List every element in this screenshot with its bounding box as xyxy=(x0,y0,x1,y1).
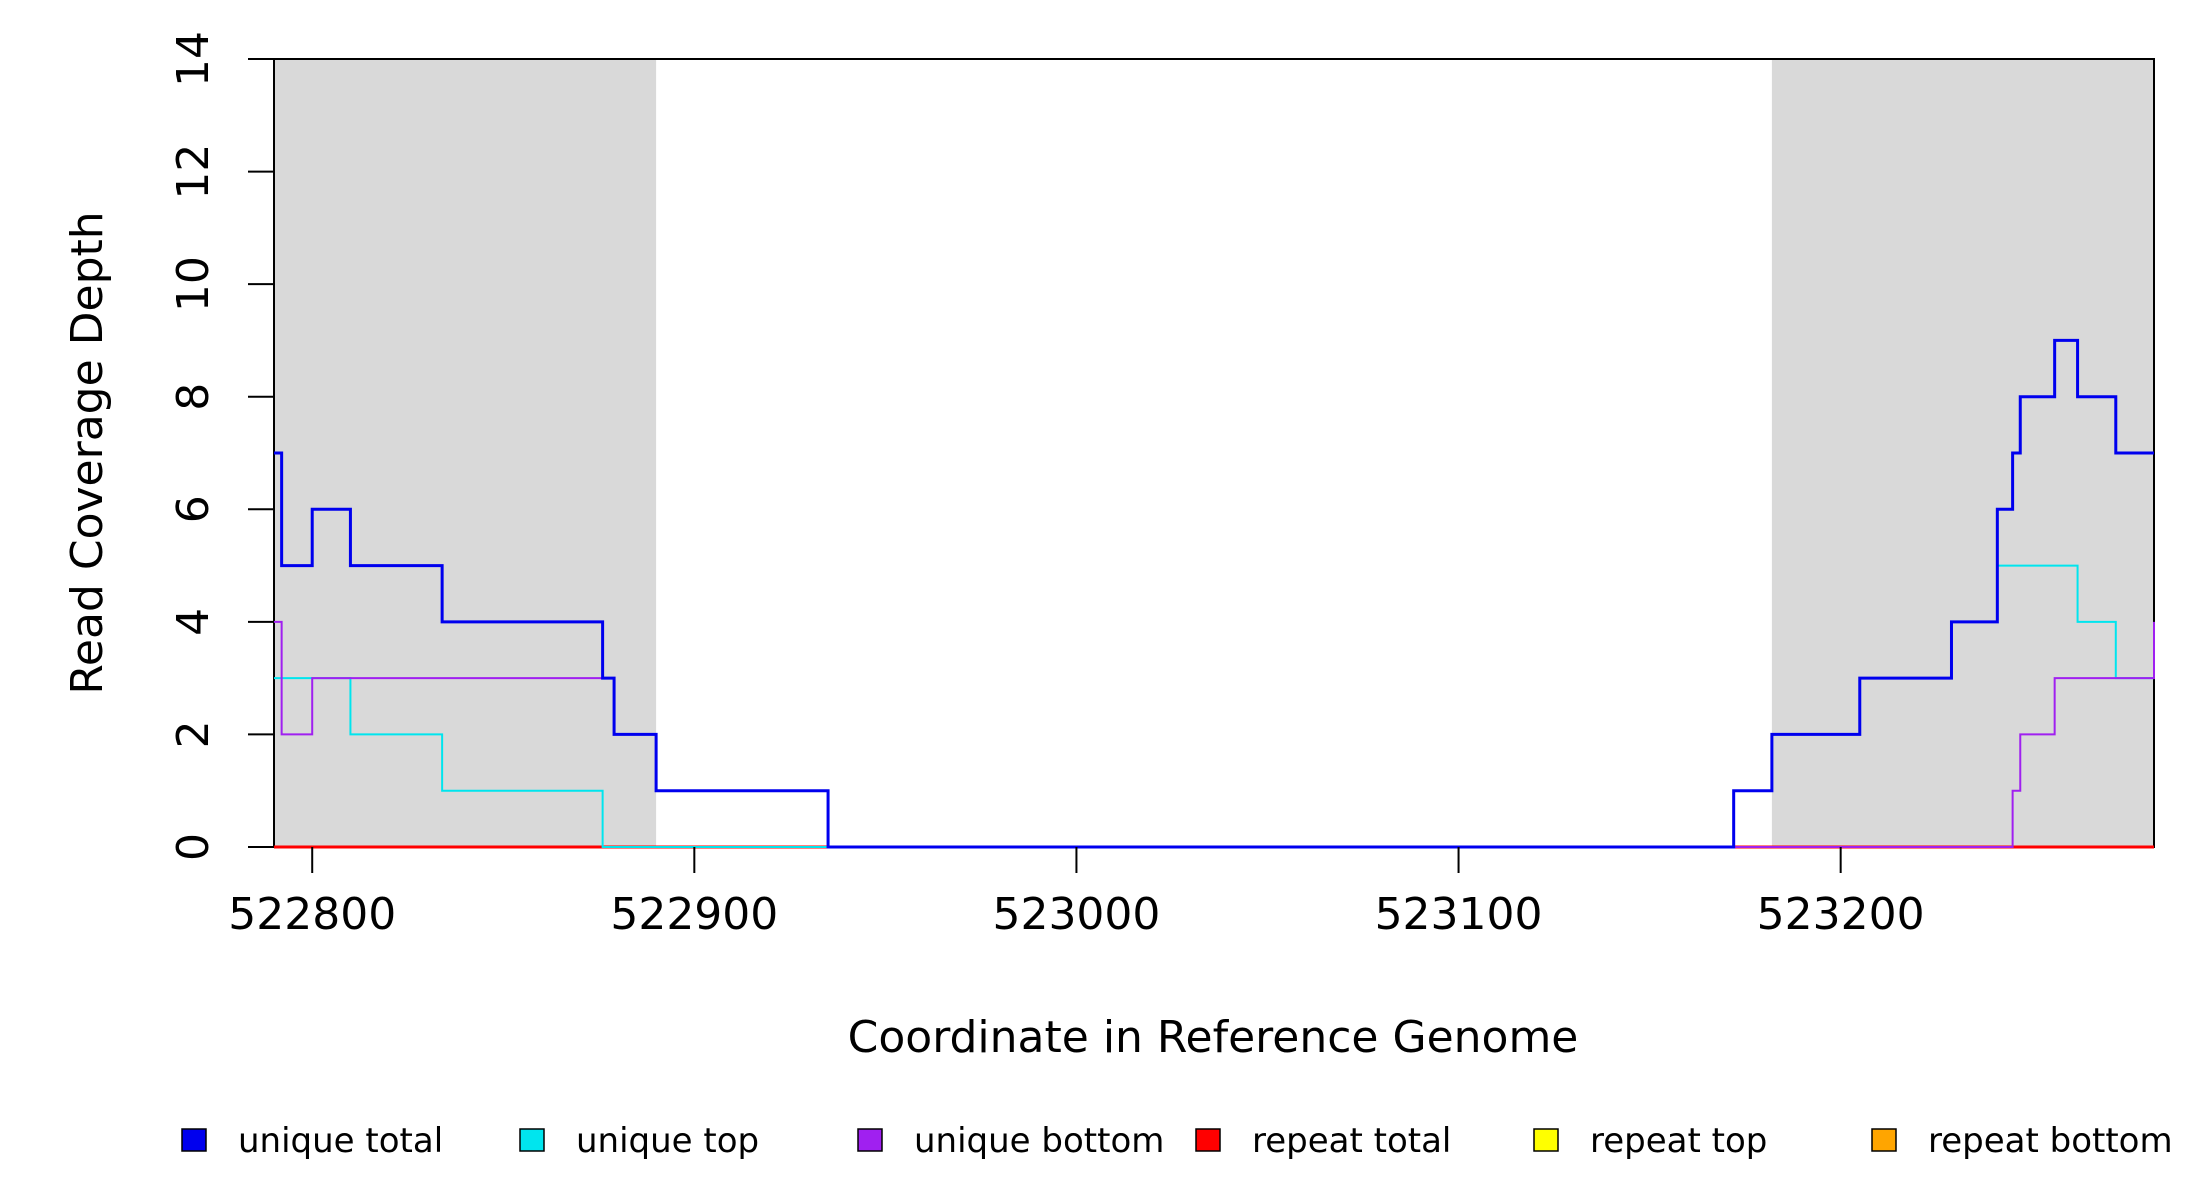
legend-swatch-repeat-top xyxy=(1533,1128,1559,1152)
shaded-regions xyxy=(274,59,2154,847)
legend-label-unique-total: unique total xyxy=(238,1121,443,1161)
legend-swatch-unique-total xyxy=(181,1128,207,1152)
y-tick-label: 12 xyxy=(168,144,219,200)
legend-label-unique-bottom: unique bottom xyxy=(914,1121,1164,1161)
legend: unique total unique top unique bottom repea… xyxy=(181,1121,2173,1161)
shaded-region-2 xyxy=(1771,59,2154,847)
legend-label-repeat-total: repeat total xyxy=(1252,1121,1451,1161)
y-axis: 0 2 4 6 8 10 12 14 xyxy=(168,31,274,861)
x-tick-label: 522800 xyxy=(228,889,396,940)
x-tick-label: 523200 xyxy=(1757,889,1925,940)
x-axis: 522800 522900 523000 523100 523200 xyxy=(228,847,1925,940)
y-tick-label: 4 xyxy=(168,608,219,636)
legend-label-repeat-top: repeat top xyxy=(1590,1121,1767,1161)
legend-swatch-repeat-total xyxy=(1195,1128,1221,1152)
legend-swatch-unique-top xyxy=(519,1128,545,1152)
legend-label-unique-top: unique top xyxy=(576,1121,759,1161)
y-tick-label: 8 xyxy=(168,383,219,411)
legend-swatch-repeat-bottom xyxy=(1871,1128,1897,1152)
y-tick-label: 0 xyxy=(168,833,219,861)
x-axis-title: Coordinate in Reference Genome xyxy=(848,1012,1579,1063)
series-line-unique-total xyxy=(274,338,2154,849)
y-tick-label: 14 xyxy=(168,31,219,87)
legend-label-repeat-bottom: repeat bottom xyxy=(1928,1121,2173,1161)
x-tick-label: 523100 xyxy=(1375,889,1543,940)
shaded-region-1 xyxy=(274,59,657,847)
x-tick-label: 523000 xyxy=(992,889,1160,940)
y-tick-label: 10 xyxy=(168,256,219,312)
y-tick-label: 2 xyxy=(168,720,219,748)
y-axis-title: Read Coverage Depth xyxy=(62,211,113,694)
legend-swatch-unique-bottom xyxy=(857,1128,883,1152)
y-tick-label: 6 xyxy=(168,495,219,523)
x-tick-label: 522900 xyxy=(610,889,778,940)
